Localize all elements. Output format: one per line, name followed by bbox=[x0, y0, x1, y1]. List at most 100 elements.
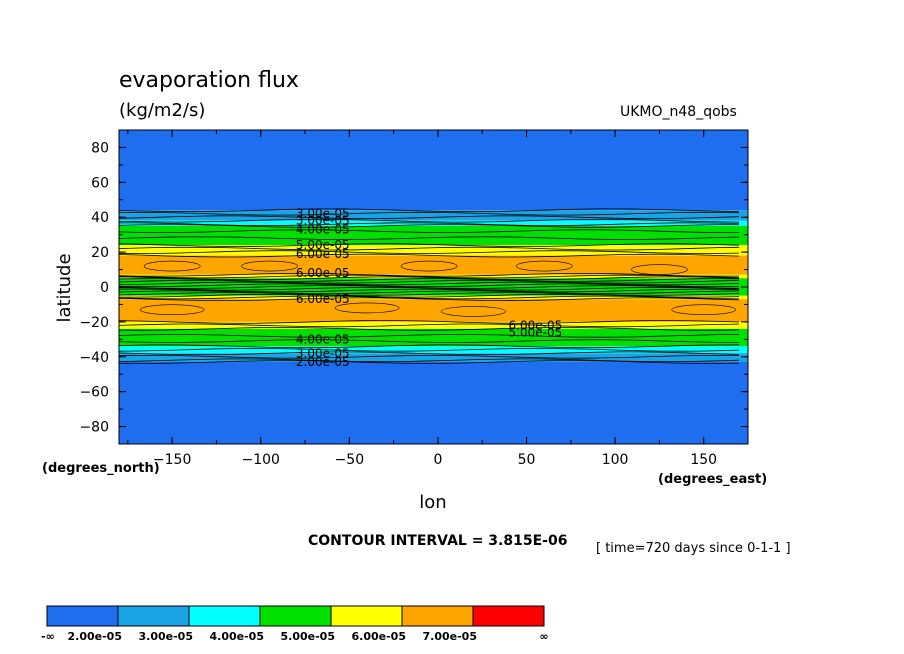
y-tick-label: 80 bbox=[91, 140, 109, 156]
band-green bbox=[119, 225, 748, 246]
band-orange bbox=[119, 299, 748, 322]
band-lightblue bbox=[119, 353, 748, 363]
contour-line bbox=[118, 354, 740, 359]
legend-label: 4.00e-05 bbox=[210, 630, 264, 643]
contour-label: 5.00e-05 bbox=[296, 238, 350, 252]
contour-line bbox=[118, 281, 740, 286]
contour-line bbox=[118, 236, 740, 240]
band-orange bbox=[119, 255, 748, 275]
contour-line bbox=[118, 224, 740, 228]
contour-cell bbox=[241, 260, 298, 272]
contour-line bbox=[118, 276, 740, 281]
contour-line bbox=[118, 360, 740, 364]
x-tick-label: −50 bbox=[335, 452, 365, 468]
x-tick-label: 0 bbox=[433, 452, 442, 468]
contour-line bbox=[118, 358, 740, 363]
legend-swatch-green bbox=[259, 605, 332, 627]
chart-title: evaporation flux bbox=[119, 68, 299, 93]
contour-line bbox=[118, 290, 740, 294]
contour-line bbox=[118, 272, 740, 277]
contour-line bbox=[118, 286, 740, 291]
contour-line bbox=[118, 222, 740, 227]
y-tick-label: −80 bbox=[79, 420, 109, 436]
contour-line bbox=[118, 351, 740, 356]
y-tick-label: 0 bbox=[100, 280, 109, 296]
band-yellow bbox=[119, 321, 748, 329]
contour-line bbox=[118, 285, 740, 289]
contour-line bbox=[118, 297, 740, 302]
x-unit-label: (degrees_east) bbox=[658, 472, 767, 487]
contour-line bbox=[118, 339, 740, 343]
contour-line bbox=[118, 333, 740, 338]
legend-label: 5.00e-05 bbox=[281, 630, 335, 643]
contour-line bbox=[118, 295, 740, 300]
legend-label: ∞ bbox=[539, 630, 548, 643]
contour-line bbox=[118, 211, 740, 216]
legend-swatch-orange bbox=[401, 605, 474, 627]
legend-swatch-red bbox=[472, 605, 545, 627]
contour-line bbox=[118, 293, 740, 298]
contour-line bbox=[118, 250, 740, 254]
contour-line bbox=[118, 208, 740, 212]
contour-line bbox=[118, 229, 739, 234]
x-tick-label: 100 bbox=[602, 452, 629, 468]
band-blue bbox=[119, 130, 748, 211]
y-axis-label: latitude bbox=[54, 253, 75, 322]
contour-line bbox=[118, 320, 740, 324]
contour-interval-label: CONTOUR INTERVAL = 3.815E-06 bbox=[308, 533, 568, 549]
contour-line bbox=[118, 279, 740, 284]
band-yellow bbox=[119, 245, 748, 256]
legend-label: 6.00e-05 bbox=[352, 630, 406, 643]
legend-label: 7.00e-05 bbox=[423, 630, 477, 643]
model-label: UKMO_n48_qobs bbox=[620, 104, 737, 120]
x-tick-label: 150 bbox=[690, 452, 717, 468]
contour-label: 4.00e-05 bbox=[296, 222, 350, 236]
band-yellow bbox=[119, 295, 748, 300]
y-tick-label: −40 bbox=[79, 350, 109, 366]
contour-label: 6.00e-05 bbox=[296, 292, 350, 306]
y-tick-label: 20 bbox=[91, 245, 109, 261]
contour-label: 6.00e-05 bbox=[509, 318, 563, 332]
contour-line bbox=[118, 215, 740, 219]
contour-cell bbox=[631, 264, 688, 275]
contour-label: 3.00e-05 bbox=[296, 207, 350, 221]
contour-line bbox=[118, 283, 740, 287]
x-tick-label: −150 bbox=[153, 452, 191, 468]
legend-label: 2.00e-05 bbox=[68, 630, 122, 643]
contour-line bbox=[118, 344, 740, 349]
legend-swatch-cyan bbox=[188, 605, 261, 627]
contour-cell bbox=[334, 302, 400, 314]
y-tick-label: 60 bbox=[91, 175, 109, 191]
contour-cell bbox=[139, 304, 205, 315]
chart-units: (kg/m2/s) bbox=[119, 100, 206, 121]
contour-line bbox=[118, 274, 740, 279]
y-tick-label: 40 bbox=[91, 210, 109, 226]
contour-label: 6.00e-05 bbox=[296, 247, 350, 261]
legend-swatch-blue bbox=[46, 605, 119, 627]
contour-cell bbox=[143, 260, 201, 272]
legend-label: -∞ bbox=[41, 630, 55, 643]
contour-cell bbox=[671, 304, 737, 315]
band-lightblue bbox=[119, 210, 748, 221]
y-tick-label: −60 bbox=[79, 385, 109, 401]
contour-line bbox=[118, 347, 740, 352]
contour-line bbox=[118, 288, 740, 293]
contour-cell bbox=[400, 260, 458, 272]
band-blue bbox=[119, 362, 748, 444]
contour-label: 3.00e-05 bbox=[296, 214, 350, 228]
contour-cell bbox=[515, 260, 573, 272]
band-cyan bbox=[119, 346, 748, 354]
legend-label: 3.00e-05 bbox=[139, 630, 193, 643]
y-unit-label: (degrees_north) bbox=[42, 461, 160, 476]
contour-label: 4.00e-05 bbox=[296, 332, 350, 346]
y-tick-label: −20 bbox=[79, 315, 109, 331]
time-label: [ time=720 days since 0-1-1 ] bbox=[596, 541, 791, 556]
contour-line bbox=[118, 292, 740, 296]
contour-line bbox=[118, 243, 740, 247]
contour-label: 3.00e-05 bbox=[296, 346, 350, 360]
contour-label: 5.00e-05 bbox=[509, 325, 563, 339]
contour-line bbox=[118, 278, 740, 282]
band-green bbox=[119, 328, 748, 347]
contour-label: 2.00e-05 bbox=[296, 355, 350, 369]
